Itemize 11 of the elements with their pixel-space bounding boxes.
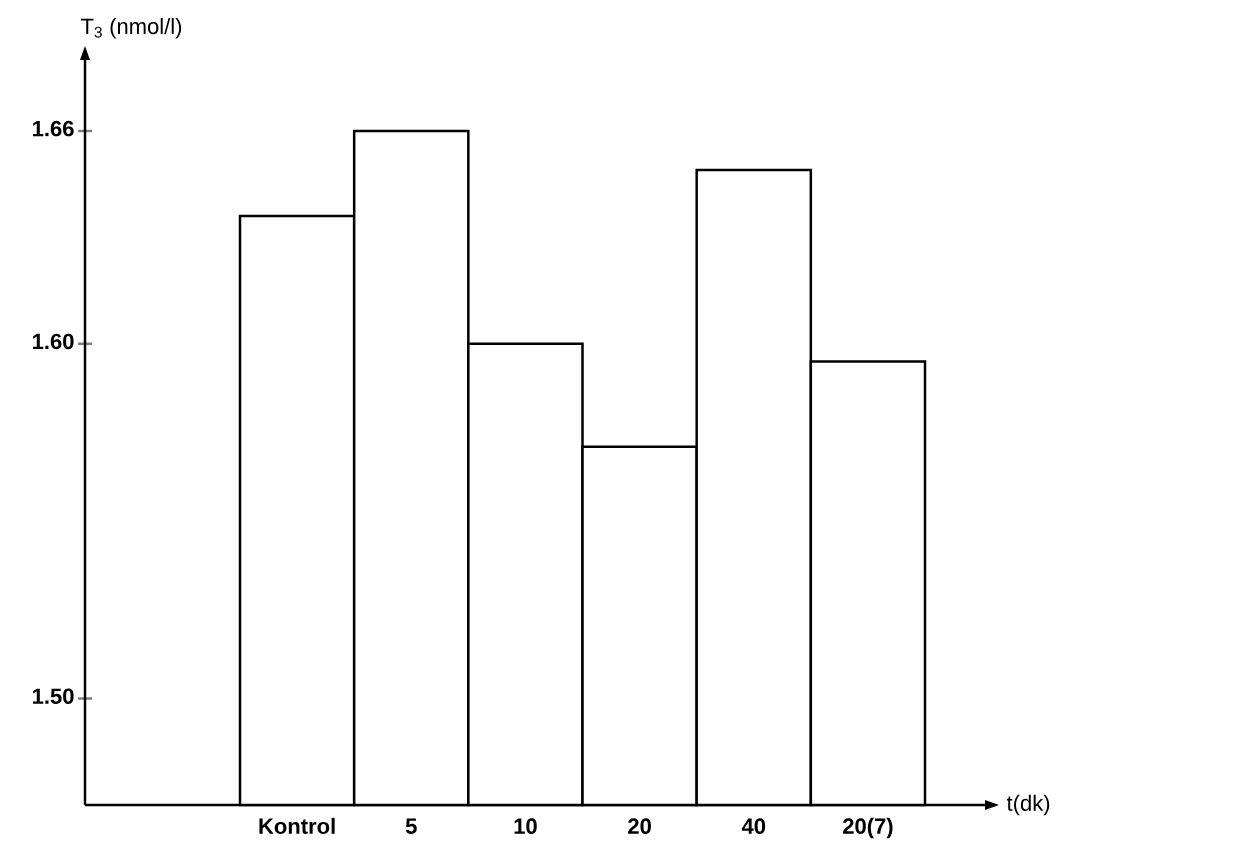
- y-axis-title: T$_{3}$ (nmol/l): [81, 17, 182, 39]
- x-tick-label: 10: [514, 818, 537, 834]
- x-tick-label: Kontrol: [259, 817, 335, 834]
- x-tick-label: 20: [628, 818, 651, 834]
- y-tick-label: 1.60: [33, 333, 74, 350]
- x-tick-label: 20(7): [843, 817, 893, 839]
- y-tick-label: 1.50: [33, 688, 74, 704]
- x-tick-label: 5: [405, 818, 417, 834]
- y-tick-label: 1.66: [33, 120, 74, 137]
- x-tick-label: 40: [741, 818, 766, 834]
- x-axis-title: t(dk): [1006, 794, 1050, 816]
